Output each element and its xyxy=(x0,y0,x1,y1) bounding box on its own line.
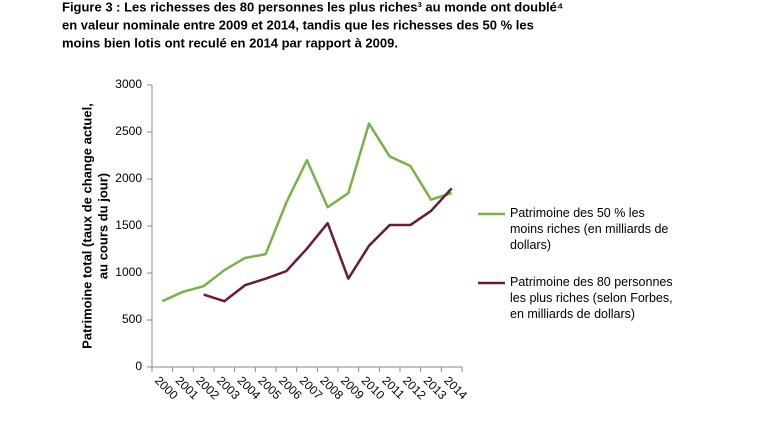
chart-title: Figure 3 : Les richesses des 80 personne… xyxy=(62,0,563,14)
series-line xyxy=(203,187,453,303)
y-axis-label: Patrimoine total (taux de change actuel, xyxy=(79,103,94,349)
chart-title: en valeur nominale entre 2009 et 2014, t… xyxy=(62,17,534,32)
y-tick-label: 1000 xyxy=(115,265,142,279)
y-tick-label: 3000 xyxy=(115,77,142,91)
y-tick-label: 1500 xyxy=(115,218,142,232)
y-tick-label: 500 xyxy=(122,312,142,326)
y-tick-label: 0 xyxy=(135,359,142,373)
chart-title: moins bien lotis ont reculé en 2014 par … xyxy=(62,35,398,50)
x-tick-label: 2000 xyxy=(152,373,181,402)
series-line xyxy=(161,122,453,303)
y-axis-label: au cours du jour) xyxy=(95,173,110,279)
y-tick-label: 2500 xyxy=(115,124,142,138)
legend-label: Patrimoine des 80 personnes les plus ric… xyxy=(510,275,673,321)
y-tick-label: 2000 xyxy=(115,171,142,185)
legend-label: Patrimoine des 50 % les moins riches (en… xyxy=(510,206,669,252)
